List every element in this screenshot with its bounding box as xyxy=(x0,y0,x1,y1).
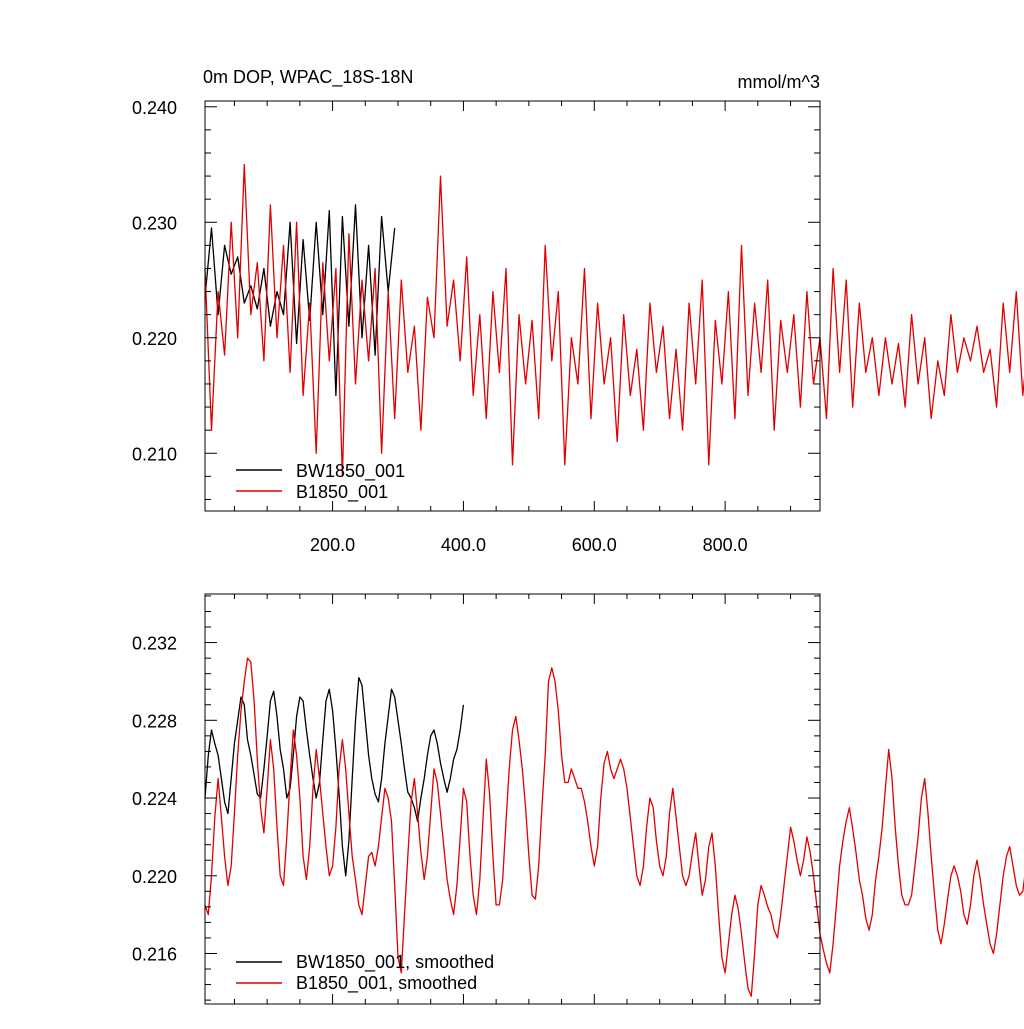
top-panel-units: mmol/m^3 xyxy=(738,72,820,92)
x-tick-label: 200.0 xyxy=(310,535,355,555)
x-tick-label: 800.0 xyxy=(703,535,748,555)
y-tick-label: 0.216 xyxy=(132,944,177,964)
x-tick-label: 600.0 xyxy=(572,535,617,555)
bottom-panel-series xyxy=(204,657,1024,997)
top-panel-series xyxy=(204,163,1024,478)
y-tick-label: 0.230 xyxy=(132,213,177,233)
legend-label-bw1850-smoothed: BW1850_001, smoothed xyxy=(296,952,494,973)
legend-label-b1850-smoothed: B1850_001, smoothed xyxy=(296,973,477,994)
series-line-b1850-smoothed xyxy=(204,657,1024,997)
y-tick-label: 0.224 xyxy=(132,789,177,809)
y-tick-label: 0.228 xyxy=(132,711,177,731)
y-tick-label: 0.240 xyxy=(132,98,177,118)
legend-label-bw1850: BW1850_001 xyxy=(296,461,405,482)
x-tick-label: 400.0 xyxy=(441,535,486,555)
bottom-panel: 0.216 0.220 0.224 0.228 0.232 BW1850_001, sm… xyxy=(132,593,1024,1005)
legend-label-b1850: B1850_001 xyxy=(296,482,388,503)
series-line-bw1850 xyxy=(204,204,396,397)
top-panel-legend: BW1850_001 B1850_001 xyxy=(236,461,405,503)
y-tick-label: 0.220 xyxy=(132,867,177,887)
y-tick-label: 0.232 xyxy=(132,634,177,654)
series-line-bw1850-smoothed xyxy=(204,676,465,877)
top-panel-frame xyxy=(204,100,821,512)
bottom-panel-frame xyxy=(204,593,821,1005)
y-tick-label: 0.210 xyxy=(132,444,177,464)
top-panel: 0m DOP, WPAC_18S-18N mmol/m^3 200.0 400.0… xyxy=(132,67,1024,555)
series-line-b1850 xyxy=(204,163,1024,478)
top-panel-ticks: 200.0 400.0 600.0 800.0 0.210 0.220 0.230 0.240 xyxy=(132,98,820,555)
y-tick-label: 0.220 xyxy=(132,329,177,349)
bottom-panel-legend: BW1850_001, smoothed B1850_001, smoothed xyxy=(236,952,494,994)
bottom-panel-ticks: 0.216 0.220 0.224 0.228 0.232 xyxy=(132,594,820,1004)
top-panel-title: 0m DOP, WPAC_18S-18N xyxy=(203,67,413,88)
